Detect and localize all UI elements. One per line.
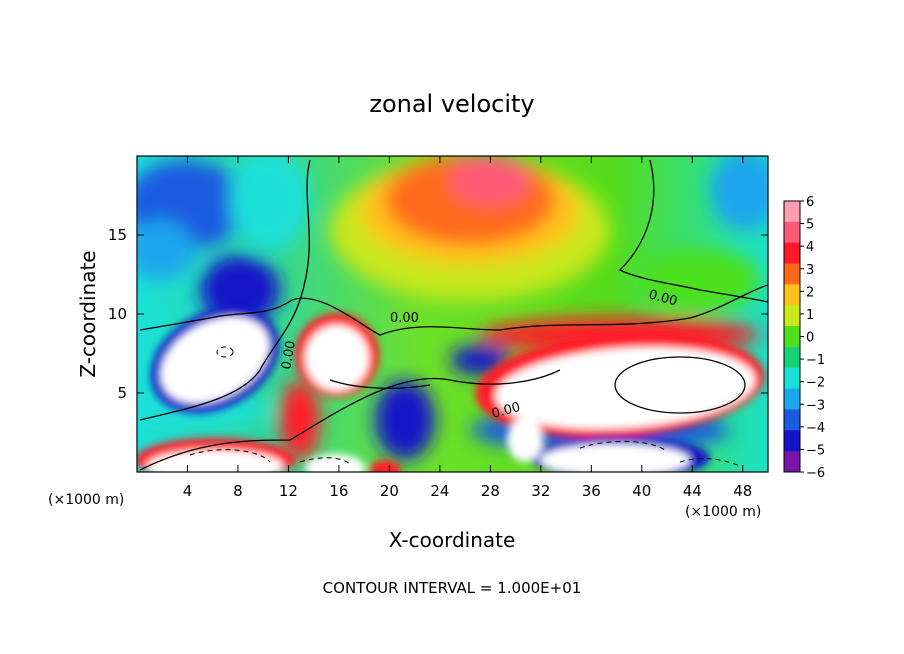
contour-interval-note: CONTOUR INTERVAL = 1.000E+01	[323, 579, 582, 597]
colorbar-segment	[784, 409, 800, 431]
x-units-label: (×1000 m)	[685, 504, 761, 520]
colorbar-segment	[784, 305, 800, 327]
y-units-label: (×1000 m)	[48, 492, 124, 508]
x-tick-label: 40	[632, 482, 651, 500]
colorbar-tick-label: −4	[806, 421, 825, 436]
x-tick-label: 44	[683, 482, 702, 500]
x-tick-label: 24	[430, 482, 449, 500]
x-tick-label: 4	[183, 482, 193, 500]
x-axis-label: X-coordinate	[389, 528, 516, 552]
svg-text:0.00: 0.00	[279, 340, 299, 371]
x-tick-label: 8	[233, 482, 243, 500]
colorbar-segment	[784, 326, 800, 348]
x-tick-label: 12	[279, 482, 298, 500]
colorbar-tick-label: −1	[806, 353, 825, 368]
colorbar-tick-label: 3	[806, 263, 814, 278]
colorbar-tick-label: 6	[806, 195, 814, 210]
colorbar-segment	[784, 263, 800, 285]
colorbar-segment	[784, 430, 800, 452]
colorbar-segment	[784, 367, 800, 390]
colorbar: 6 5 4 3 2 1 0 −1 −2 −3 −4 −5 −6	[783, 195, 825, 481]
y-tick-label: 15	[108, 226, 127, 244]
y-axis-ticks: 5 10 15	[108, 226, 768, 402]
y-tick-label: 5	[117, 384, 127, 402]
colorbar-tick-label: 5	[806, 218, 814, 233]
dashed-contours	[189, 346, 741, 467]
svg-text:0.00: 0.00	[490, 400, 522, 422]
contour-labels: 0.00 0.00 0.00 0.00	[279, 287, 679, 421]
colorbar-tick-label: −5	[806, 443, 825, 458]
colorbar-segment	[784, 201, 800, 223]
chart-title: zonal velocity	[369, 90, 534, 118]
colorbar-segment	[784, 284, 800, 306]
x-tick-label: 28	[481, 482, 500, 500]
colorbar-tick-label: 0	[806, 331, 814, 346]
colorbar-segment	[784, 451, 800, 473]
x-tick-label: 48	[733, 482, 752, 500]
heatmap-field	[137, 156, 768, 472]
x-axis-ticks: 4 8 12 16 20 24 28 32 36 40 44 48	[183, 156, 752, 500]
y-tick-label: 10	[108, 305, 127, 323]
colorbar-segment	[784, 388, 800, 410]
colorbar-tick-label: −2	[806, 376, 825, 391]
x-tick-label: 16	[329, 482, 348, 500]
colorbar-tick-label: −3	[806, 398, 825, 413]
x-tick-label: 32	[531, 482, 550, 500]
svg-text:0.00: 0.00	[647, 287, 679, 309]
contour-lines	[139, 159, 768, 471]
colorbar-segment	[784, 242, 800, 265]
x-tick-label: 20	[380, 482, 399, 500]
colorbar-tick-label: 1	[806, 308, 814, 323]
y-axis-label: Z-coordinate	[76, 250, 100, 377]
colorbar-tick-label: 2	[806, 285, 814, 300]
svg-text:0.00: 0.00	[390, 311, 419, 326]
colorbar-segment	[784, 221, 800, 244]
x-tick-label: 36	[582, 482, 601, 500]
colorbar-tick-label: −6	[806, 466, 825, 481]
colorbar-segment	[784, 346, 800, 369]
colorbar-tick-label: 4	[806, 240, 814, 255]
